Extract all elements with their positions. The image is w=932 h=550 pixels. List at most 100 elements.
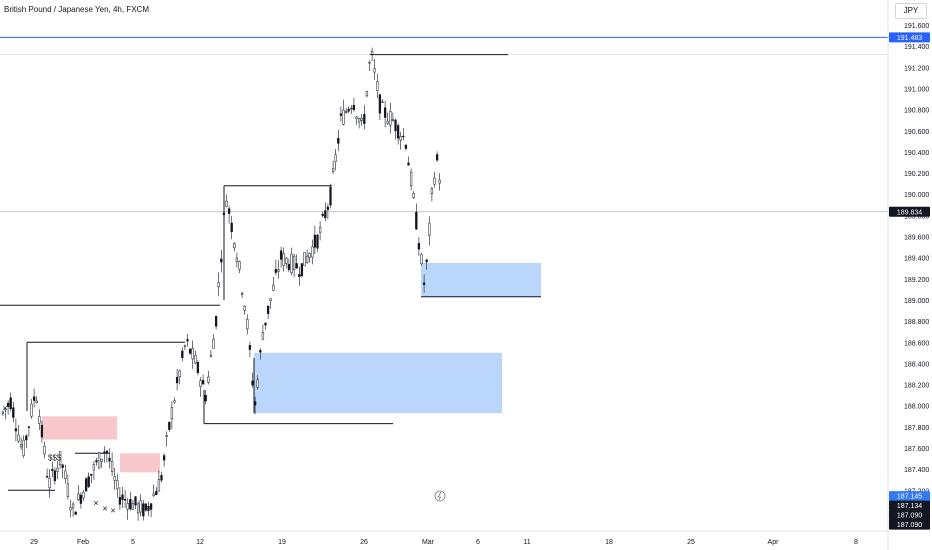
candle[interactable] (298, 266, 301, 286)
candle[interactable] (71, 501, 75, 517)
candle[interactable] (430, 186, 434, 202)
candle[interactable] (194, 350, 197, 364)
candle[interactable] (19, 437, 23, 450)
candle[interactable] (136, 501, 140, 521)
candle[interactable] (290, 247, 293, 276)
candle[interactable] (134, 496, 137, 510)
candle[interactable] (110, 452, 114, 476)
candle[interactable] (386, 112, 389, 125)
demand-zone[interactable] (421, 262, 541, 297)
candle[interactable] (350, 105, 353, 114)
candle[interactable] (45, 468, 49, 479)
candle[interactable] (259, 348, 262, 360)
candle[interactable] (201, 374, 205, 385)
candle[interactable] (344, 107, 348, 114)
candle[interactable] (399, 131, 402, 150)
candle[interactable] (402, 127, 405, 141)
candle[interactable] (287, 258, 291, 273)
candle[interactable] (25, 434, 28, 449)
candle[interactable] (331, 160, 335, 174)
candle[interactable] (170, 401, 174, 430)
candle[interactable] (173, 397, 176, 404)
candle[interactable] (14, 418, 18, 442)
candle[interactable] (264, 322, 267, 330)
candle[interactable] (116, 473, 119, 498)
candle[interactable] (79, 492, 83, 509)
candle[interactable] (253, 396, 257, 415)
candle[interactable] (175, 368, 179, 391)
candle[interactable] (139, 494, 142, 517)
candle[interactable] (64, 464, 67, 484)
candle[interactable] (220, 250, 223, 273)
candle[interactable] (248, 341, 252, 358)
supply-zone[interactable] (120, 453, 160, 473)
candle[interactable] (162, 453, 166, 467)
candle[interactable] (233, 242, 236, 252)
candle[interactable] (412, 191, 415, 200)
candle[interactable] (274, 259, 278, 275)
candle[interactable] (212, 334, 215, 349)
candle[interactable] (152, 484, 155, 497)
candle[interactable] (363, 104, 366, 130)
candle[interactable] (121, 486, 124, 509)
candle[interactable] (123, 489, 127, 508)
candle[interactable] (105, 449, 109, 463)
candle[interactable] (303, 252, 306, 267)
candle[interactable] (409, 168, 413, 191)
candle[interactable] (311, 239, 314, 265)
candle[interactable] (113, 468, 116, 490)
candle[interactable] (246, 314, 249, 335)
candle[interactable] (9, 392, 12, 412)
candle[interactable] (415, 203, 418, 230)
candle[interactable] (316, 233, 319, 252)
candle[interactable] (285, 257, 288, 269)
candle[interactable] (84, 477, 88, 492)
candle[interactable] (256, 375, 259, 390)
candle[interactable] (92, 461, 96, 480)
candle[interactable] (433, 172, 436, 188)
candle[interactable] (4, 408, 7, 420)
candle[interactable] (87, 472, 90, 488)
candle[interactable] (292, 253, 296, 278)
candle[interactable] (238, 260, 241, 274)
candle[interactable] (425, 258, 428, 270)
candle[interactable] (352, 97, 356, 112)
candle[interactable] (82, 489, 85, 502)
candle[interactable] (389, 102, 392, 134)
candle[interactable] (225, 194, 228, 208)
candle[interactable] (355, 115, 358, 125)
candle[interactable] (321, 211, 324, 218)
candle[interactable] (396, 123, 400, 145)
candle[interactable] (360, 114, 363, 126)
candle[interactable] (305, 249, 309, 264)
candle[interactable] (279, 246, 283, 268)
candle[interactable] (295, 254, 298, 269)
supply-zone[interactable] (42, 416, 117, 440)
candle[interactable] (183, 344, 187, 351)
candle[interactable] (58, 451, 62, 469)
candle[interactable] (230, 215, 233, 240)
candle[interactable] (376, 73, 379, 99)
timeframe-lightning-icon[interactable] (434, 490, 446, 502)
candle[interactable] (326, 203, 330, 220)
candle[interactable] (370, 47, 374, 62)
candle[interactable] (1, 410, 5, 416)
candle[interactable] (53, 467, 57, 485)
candle[interactable] (126, 498, 129, 520)
currency-unit-button[interactable]: JPY (895, 3, 927, 19)
candle[interactable] (129, 492, 132, 511)
candle[interactable] (339, 106, 343, 122)
candle[interactable] (240, 291, 244, 298)
candle[interactable] (417, 237, 421, 256)
candle[interactable] (100, 458, 103, 468)
candle[interactable] (391, 112, 395, 122)
candle[interactable] (251, 372, 254, 388)
candle[interactable] (204, 390, 207, 405)
candle[interactable] (131, 499, 135, 510)
candle[interactable] (35, 396, 38, 404)
candle[interactable] (108, 448, 111, 469)
candle[interactable] (144, 503, 148, 512)
candle[interactable] (160, 471, 163, 483)
candle[interactable] (394, 118, 397, 140)
candle[interactable] (17, 424, 20, 444)
